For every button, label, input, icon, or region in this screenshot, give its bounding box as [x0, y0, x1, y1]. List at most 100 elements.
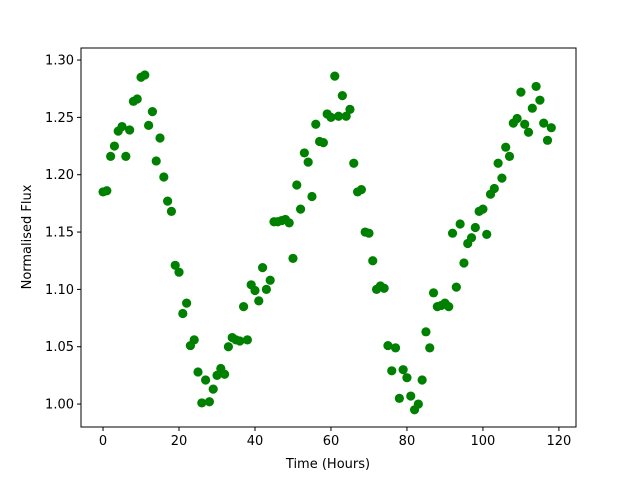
data-point: [284, 218, 294, 228]
data-point: [132, 94, 142, 104]
data-point: [383, 340, 393, 351]
data-point: [349, 158, 359, 168]
x-tick-label: 60: [323, 434, 340, 449]
x-axis-label: Time (Hours): [285, 457, 370, 472]
data-point: [497, 173, 507, 183]
data-point: [387, 366, 397, 376]
data-point: [254, 296, 264, 306]
data-point: [140, 70, 150, 80]
data-point: [170, 260, 180, 270]
data-point: [546, 123, 556, 133]
data-point: [151, 156, 161, 166]
data-point: [470, 222, 480, 233]
y-tick-label: 1.25: [45, 111, 74, 126]
data-point: [402, 373, 412, 383]
x-tick-label: 100: [471, 434, 496, 449]
data-point: [295, 204, 306, 214]
x-axis-ticks: 0 20 40 60 80 100 120: [99, 427, 571, 449]
x-tick-label: 40: [247, 434, 264, 449]
data-point: [223, 342, 233, 352]
data-point: [288, 253, 298, 264]
x-tick-label: 80: [399, 434, 416, 449]
data-point: [356, 185, 366, 195]
data-point: [109, 141, 120, 151]
data-point: [390, 343, 401, 353]
data-point: [520, 119, 530, 129]
data-point: [102, 186, 112, 196]
data-point: [493, 158, 503, 168]
data-point: [201, 375, 211, 385]
data-point: [337, 90, 347, 101]
y-tick-label: 1.20: [45, 168, 74, 183]
data-point: [121, 151, 131, 161]
y-tick-label: 1.30: [45, 54, 74, 69]
data-point: [292, 180, 302, 190]
data-point: [447, 228, 458, 238]
data-point: [265, 275, 275, 285]
data-point: [155, 133, 165, 143]
data-point: [208, 384, 218, 394]
data-point: [197, 398, 207, 408]
data-point: [527, 103, 537, 113]
data-point: [421, 327, 431, 337]
data-point: [307, 191, 317, 202]
data-point: [219, 369, 230, 379]
data-point: [535, 95, 545, 105]
data-point: [417, 375, 427, 385]
data-point: [174, 267, 184, 277]
data-point: [501, 142, 511, 152]
x-tick-label: 20: [171, 434, 188, 449]
data-point: [459, 258, 469, 268]
data-point: [189, 335, 199, 345]
data-point: [204, 397, 215, 407]
data-point: [398, 365, 408, 375]
y-axis-ticks: 1.00 1.05 1.10 1.15 1.20 1.25 1.30: [45, 54, 81, 413]
y-tick-label: 1.05: [45, 340, 74, 355]
data-point: [193, 367, 203, 377]
data-point: [311, 119, 321, 129]
data-point: [318, 138, 328, 148]
data-point: [364, 228, 374, 238]
data-point: [117, 121, 127, 132]
data-point: [144, 120, 154, 131]
data-point: [478, 204, 488, 214]
y-tick-label: 1.00: [45, 398, 74, 413]
data-point: [178, 308, 188, 319]
axes-frame: [80, 47, 577, 428]
data-point: [428, 288, 439, 298]
data-point: [238, 301, 249, 312]
data-point: [147, 107, 158, 117]
data-point: [303, 157, 313, 167]
data-point: [212, 370, 222, 380]
data-point: [261, 284, 271, 294]
data-point: [406, 391, 416, 401]
data-point: [330, 71, 340, 81]
x-tick-label: 0: [99, 434, 107, 449]
data-point: [504, 151, 515, 161]
data-point: [341, 111, 351, 121]
data-point: [523, 127, 534, 137]
data-point: [299, 148, 309, 158]
data-point: [413, 399, 423, 409]
data-point: [242, 335, 252, 345]
data-point: [159, 172, 169, 182]
y-tick-label: 1.10: [45, 283, 74, 298]
data-point: [451, 282, 461, 292]
data-point: [531, 81, 541, 92]
data-point: [333, 111, 344, 121]
data-point: [326, 112, 336, 122]
data-point: [106, 151, 116, 161]
data-point: [455, 219, 465, 229]
data-points: [98, 70, 556, 415]
data-point: [482, 229, 492, 239]
data-point: [512, 113, 522, 124]
data-point: [444, 301, 454, 312]
data-point: [394, 393, 404, 403]
data-point: [466, 233, 477, 243]
data-point: [542, 135, 553, 145]
data-point: [539, 118, 549, 128]
data-point: [345, 104, 355, 114]
data-point: [379, 283, 389, 293]
data-point: [425, 343, 435, 353]
x-tick-label: 120: [546, 434, 571, 449]
